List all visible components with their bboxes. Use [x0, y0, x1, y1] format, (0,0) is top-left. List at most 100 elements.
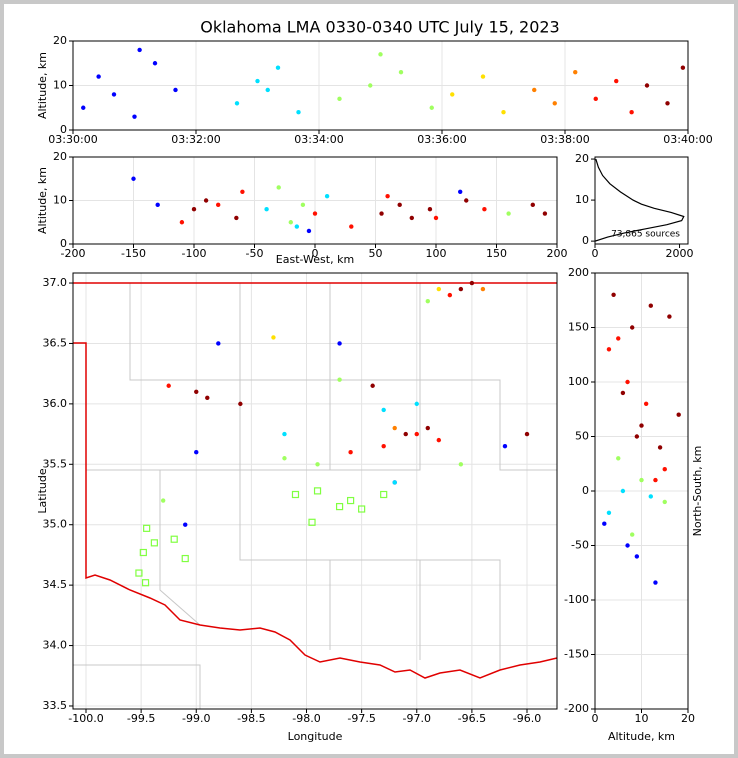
source-point — [657, 445, 663, 450]
source-point — [425, 298, 430, 304]
y-axis-label: Altitude, km — [36, 52, 49, 119]
station — [335, 502, 344, 511]
source-point — [315, 462, 320, 467]
source-point — [403, 431, 408, 437]
x-tick-label: 03:36:00 — [417, 133, 466, 146]
station — [150, 539, 158, 547]
station — [358, 505, 366, 513]
y-tick-label: 0 — [60, 123, 67, 136]
source-point — [665, 101, 670, 106]
y-tick-label: 150 — [568, 321, 589, 334]
x-tick-label: -50 — [246, 247, 264, 260]
y-tick-label: 10 — [53, 79, 67, 92]
x-tick-label: -96.0 — [513, 712, 541, 725]
source-point — [676, 412, 681, 417]
source-point — [173, 87, 178, 93]
x-tick-label: -98.5 — [237, 712, 265, 725]
x-tick-label: 150 — [486, 247, 507, 260]
y-tick-label: 35.5 — [43, 457, 68, 470]
source-point — [611, 292, 616, 297]
x-tick-label: 0 — [592, 247, 599, 260]
source-point — [653, 580, 658, 585]
source-point — [606, 347, 612, 352]
source-point — [276, 185, 281, 190]
source-point — [312, 211, 318, 216]
source-point — [414, 431, 419, 437]
source-point — [194, 389, 199, 394]
source-point — [667, 314, 672, 319]
source-point — [482, 207, 487, 212]
annotation: 73,865 sources — [611, 230, 680, 240]
county-line — [159, 470, 201, 626]
source-point — [573, 69, 578, 75]
x-tick-label: -99.0 — [182, 712, 210, 725]
source-point — [378, 52, 383, 57]
y-tick-label: 33.5 — [43, 699, 68, 712]
source-point — [349, 224, 354, 229]
source-point — [381, 443, 386, 449]
y-tick-label: 50 — [575, 430, 589, 443]
x-tick-label: 0 — [312, 247, 319, 260]
source-point — [282, 456, 287, 461]
plot-area — [595, 158, 685, 242]
source-point — [255, 78, 260, 84]
x-tick-label: 03:40:00 — [663, 133, 712, 146]
x-tick-label: 50 — [369, 247, 383, 260]
x-tick-label: 03:34:00 — [294, 133, 343, 146]
source-point — [450, 92, 455, 97]
y-tick-label: 20 — [53, 34, 67, 47]
axes-frame — [72, 40, 689, 131]
axes-frame — [72, 272, 558, 710]
source-point — [379, 211, 384, 216]
source-point — [397, 202, 402, 208]
source-point — [132, 114, 137, 119]
county-line — [419, 283, 557, 471]
source-point — [81, 105, 86, 110]
source-point — [616, 336, 621, 341]
source-point — [392, 425, 397, 431]
source-point — [203, 198, 209, 203]
source-point — [234, 101, 240, 106]
x-tick-label: -100.0 — [68, 712, 103, 725]
source-point — [370, 383, 375, 388]
county-line — [73, 664, 201, 709]
source-point — [337, 341, 342, 346]
source-point — [337, 377, 342, 382]
station — [380, 490, 388, 499]
y-tick-label: -50 — [571, 539, 589, 552]
source-point — [644, 83, 650, 88]
source-point — [216, 341, 221, 346]
source-point — [502, 443, 508, 449]
source-point — [96, 74, 101, 79]
y-tick-label: 35.0 — [43, 518, 68, 531]
source-point — [630, 532, 635, 537]
source-point — [653, 477, 658, 483]
y-tick-label: 36.5 — [43, 336, 68, 349]
source-point — [433, 215, 439, 221]
y-axis-label: Latitude — [36, 468, 49, 514]
source-point — [414, 401, 419, 407]
y-tick-label: 100 — [568, 375, 589, 388]
x-axis-label: Altitude, km — [608, 730, 675, 743]
y-tick-label: 34.5 — [43, 578, 68, 591]
source-point — [294, 224, 300, 229]
source-point — [501, 110, 506, 115]
source-point — [240, 189, 245, 194]
source-point — [662, 467, 667, 472]
source-point — [602, 521, 607, 526]
x-tick-label: -96.5 — [458, 712, 486, 725]
source-point — [265, 87, 270, 93]
source-point — [381, 407, 386, 413]
source-point — [458, 189, 463, 194]
source-point — [680, 65, 686, 70]
source-point — [216, 202, 221, 208]
source-point — [385, 193, 390, 199]
axes-frame — [594, 156, 689, 245]
x-tick-label: 10 — [635, 712, 649, 725]
y-tick-label: 36.0 — [43, 397, 68, 410]
axes-frame — [594, 272, 689, 710]
source-point — [469, 280, 475, 286]
map-features — [73, 282, 558, 709]
source-point — [634, 434, 640, 439]
source-point — [205, 395, 210, 401]
